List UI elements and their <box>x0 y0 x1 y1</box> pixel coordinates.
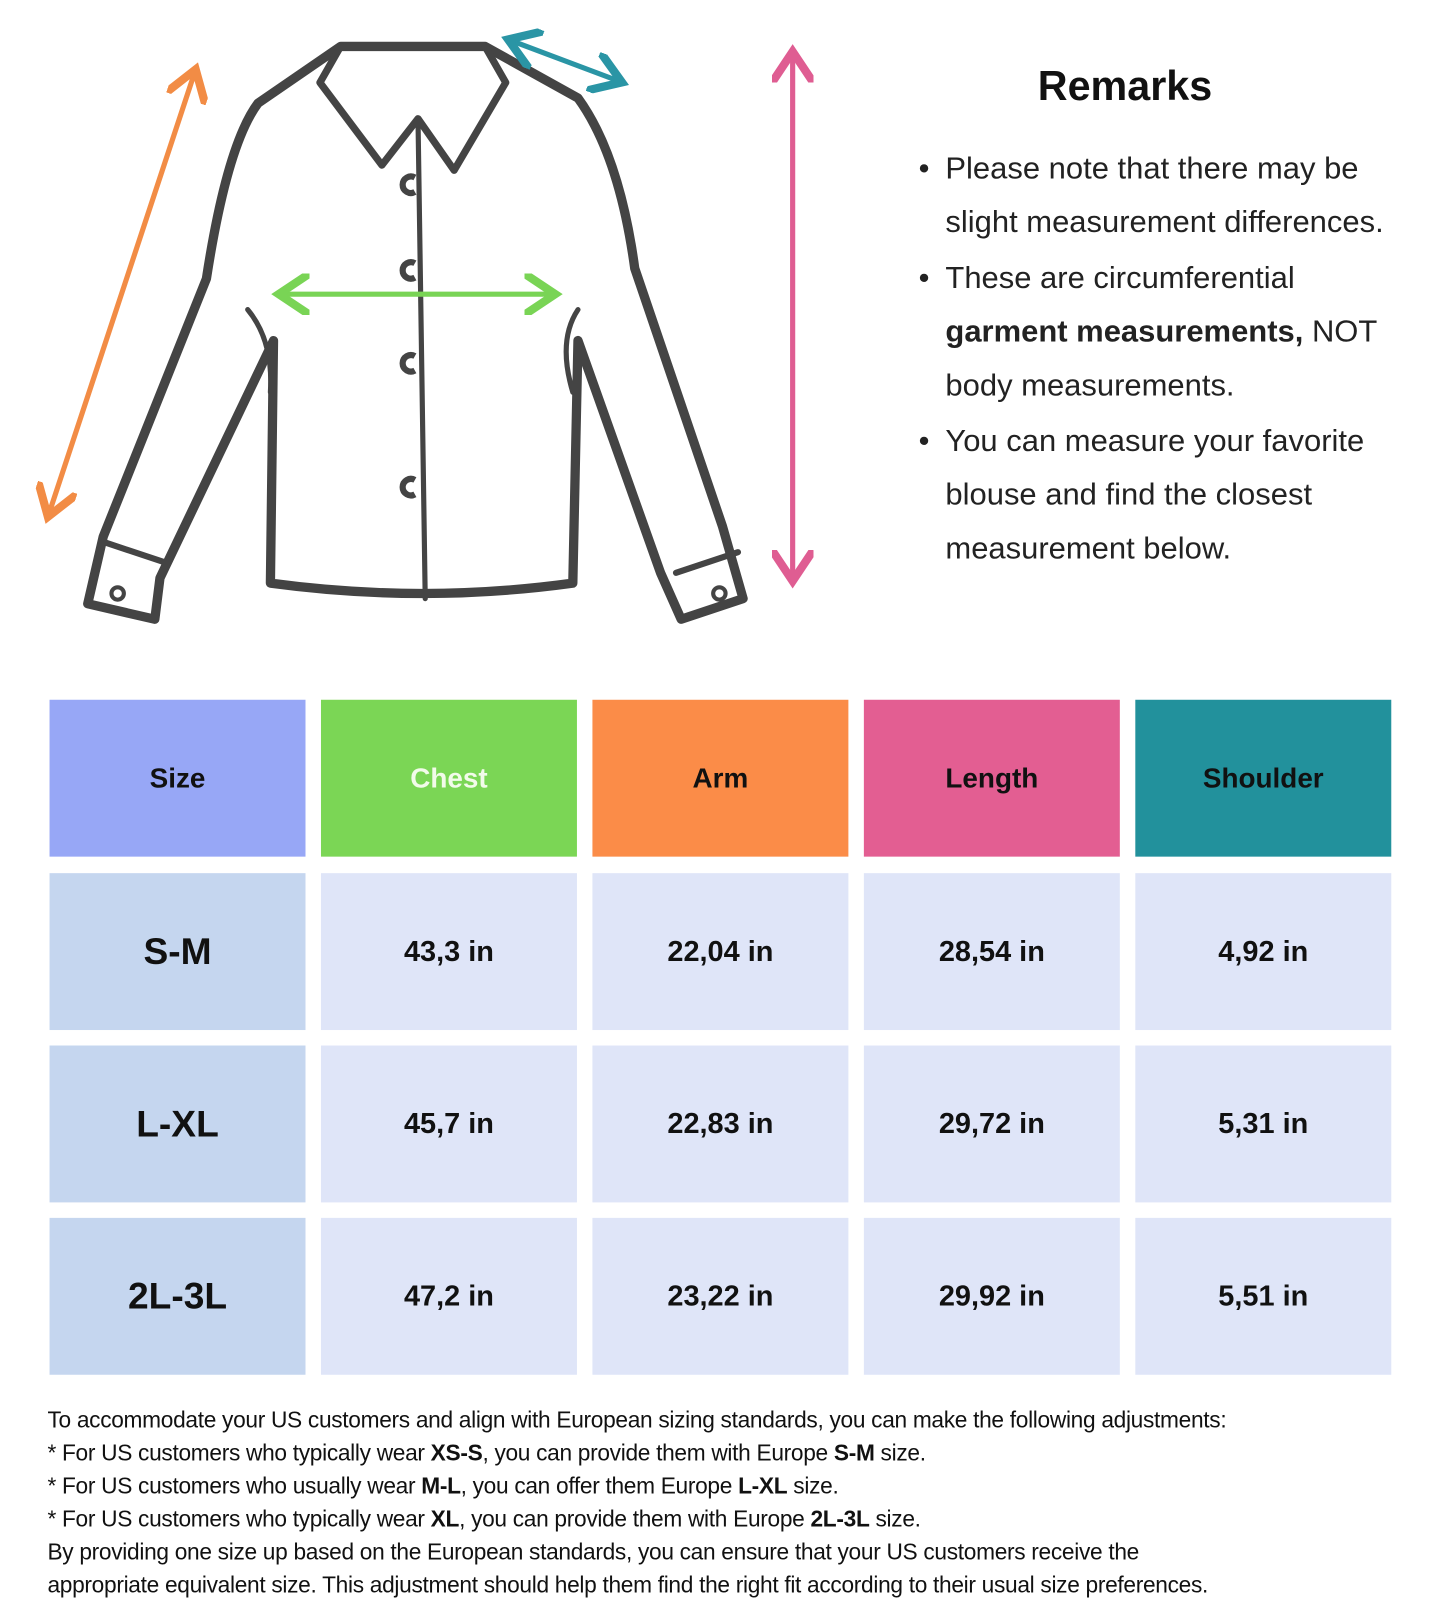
chest-cell: 47,2 in <box>320 1217 577 1375</box>
chest-cell: 43,3 in <box>320 873 577 1031</box>
remark-item: These are circumferential garment measur… <box>917 252 1412 413</box>
size-cell: 2L-3L <box>49 1217 306 1375</box>
size-cell: S-M <box>49 873 306 1031</box>
size-cell: L-XL <box>49 1045 306 1203</box>
arm-cell: 22,83 in <box>592 1045 849 1203</box>
length-cell: 29,92 in <box>863 1217 1120 1375</box>
arm-arrow <box>50 74 194 512</box>
remarks-title: Remarks <box>1037 63 1213 110</box>
note-text: , you can provide them with Europe <box>459 1505 811 1532</box>
remark-item: You can measure your favorite blouse and… <box>917 415 1412 576</box>
notes-outro: By providing one size up based on the Eu… <box>47 1538 1139 1565</box>
arm-cell: 23,22 in <box>592 1217 849 1375</box>
note-text: , you can provide them with Europe <box>482 1439 834 1466</box>
us-size: XL <box>430 1505 460 1532</box>
header-chest: Chest <box>320 699 577 857</box>
note-text: , you can offer them Europe <box>460 1472 739 1499</box>
chest-cell: 45,7 in <box>320 1045 577 1203</box>
button-icons <box>109 173 728 602</box>
note-text: size. <box>787 1472 839 1499</box>
us-size: XS-S <box>430 1439 483 1466</box>
arm-cell: 22,04 in <box>592 873 849 1031</box>
length-cell: 28,54 in <box>863 873 1120 1031</box>
remark-text: These are circumferential <box>945 261 1295 296</box>
header-arm: Arm <box>592 699 849 857</box>
eu-size: 2L-3L <box>810 1505 870 1532</box>
shoulder-cell: 5,31 in <box>1135 1045 1392 1203</box>
shoulder-arrow <box>513 41 617 80</box>
note-line: * For US customers who usually wear M-L,… <box>47 1470 1430 1503</box>
eu-size: L-XL <box>738 1472 788 1499</box>
remark-bold-text: garment measurements, <box>945 314 1304 349</box>
sizing-notes: To accommodate your US customers and ali… <box>47 1404 1430 1602</box>
length-cell: 29,72 in <box>863 1045 1120 1203</box>
eu-size: S-M <box>833 1439 875 1466</box>
remarks-list: Please note that there may be slight mea… <box>917 142 1412 578</box>
note-line: * For US customers who typically wear XL… <box>47 1503 1430 1536</box>
us-size: M-L <box>421 1472 461 1499</box>
note-line: * For US customers who typically wear XS… <box>47 1437 1430 1470</box>
note-text: * For US customers who typically wear <box>47 1439 431 1466</box>
shoulder-cell: 4,92 in <box>1135 873 1392 1031</box>
blouse-illustration <box>0 0 888 624</box>
note-text: * For US customers who usually wear <box>47 1472 422 1499</box>
notes-intro: To accommodate your US customers and ali… <box>47 1406 1227 1433</box>
header-length: Length <box>863 699 1120 857</box>
remark-item: Please note that there may be slight mea… <box>917 142 1412 249</box>
note-text: size. <box>869 1505 921 1532</box>
remark-text: NOT body measurements. <box>945 314 1377 403</box>
blouse-outline <box>83 41 748 624</box>
header-shoulder: Shoulder <box>1135 699 1392 857</box>
shoulder-cell: 5,51 in <box>1135 1217 1392 1375</box>
header-size: Size <box>49 699 306 857</box>
notes-outro: appropriate equivalent size. This adjust… <box>47 1571 1209 1598</box>
note-text: size. <box>874 1439 926 1466</box>
note-text: * For US customers who typically wear <box>47 1505 431 1532</box>
